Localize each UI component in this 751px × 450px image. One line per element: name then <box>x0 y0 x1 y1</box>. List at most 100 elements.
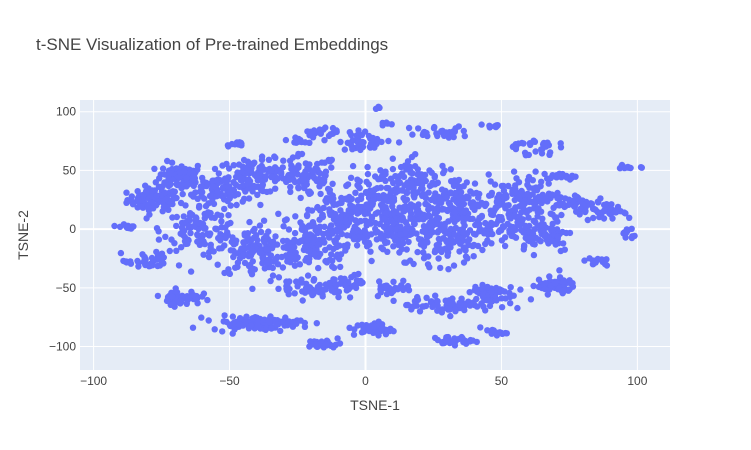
data-point <box>244 234 251 241</box>
data-point <box>234 191 242 198</box>
data-point <box>195 204 203 211</box>
data-point <box>245 195 253 202</box>
data-point <box>199 293 206 300</box>
data-point <box>558 211 565 219</box>
data-point <box>525 151 532 159</box>
data-point <box>400 277 407 284</box>
data-point <box>541 285 549 293</box>
data-point <box>321 286 328 293</box>
data-point <box>552 241 559 248</box>
data-point <box>180 213 187 220</box>
data-point <box>216 245 223 252</box>
data-point <box>498 329 505 337</box>
data-point <box>262 173 269 180</box>
data-point <box>209 177 216 184</box>
data-point <box>275 210 282 217</box>
data-point <box>283 237 291 245</box>
data-point <box>190 291 197 299</box>
data-point <box>549 226 557 233</box>
data-point <box>148 193 156 200</box>
data-point <box>277 169 285 176</box>
y-axis-label: TSNE-2 <box>15 210 31 260</box>
y-tick-label: 0 <box>69 222 76 236</box>
data-point <box>173 247 180 254</box>
data-point <box>205 200 212 207</box>
data-point <box>201 240 209 248</box>
data-point <box>498 295 505 302</box>
data-point <box>590 214 597 222</box>
data-point <box>383 290 391 298</box>
data-point <box>316 126 323 133</box>
data-point <box>623 226 630 233</box>
data-point <box>314 229 321 237</box>
data-point <box>236 315 244 322</box>
data-point <box>397 163 405 171</box>
data-point <box>405 124 413 132</box>
data-point <box>224 142 232 149</box>
data-point <box>404 301 412 309</box>
data-point <box>349 203 356 210</box>
data-point <box>240 156 248 164</box>
data-point <box>326 244 333 251</box>
data-point <box>286 278 293 285</box>
data-point <box>420 128 428 136</box>
data-point <box>309 219 317 226</box>
data-points <box>111 103 645 351</box>
data-point <box>390 297 397 304</box>
data-point <box>214 261 221 268</box>
data-point <box>414 296 422 304</box>
data-point <box>270 258 277 265</box>
data-point <box>471 180 479 187</box>
data-point <box>527 296 535 303</box>
data-point <box>446 306 453 313</box>
data-point <box>321 176 328 183</box>
data-point <box>368 231 375 238</box>
data-point <box>111 222 118 230</box>
data-point <box>445 266 452 273</box>
data-point <box>309 134 317 141</box>
data-point <box>303 211 311 219</box>
data-point <box>272 185 279 192</box>
data-point <box>452 306 459 313</box>
data-point <box>565 196 573 203</box>
data-point <box>349 282 357 290</box>
data-point <box>351 234 358 241</box>
data-point <box>306 188 313 195</box>
data-point <box>230 253 237 261</box>
data-point <box>335 293 342 301</box>
data-point <box>153 192 160 199</box>
data-point <box>337 275 344 282</box>
data-point <box>450 182 458 190</box>
x-tick-labels: −100 −50 0 50 100 <box>80 374 648 388</box>
data-point <box>458 295 465 302</box>
data-point <box>272 318 279 326</box>
data-point <box>175 262 183 269</box>
data-point <box>363 243 371 250</box>
data-point <box>469 242 476 250</box>
data-point <box>555 285 563 293</box>
data-point <box>376 278 383 285</box>
data-point <box>214 188 221 196</box>
data-point <box>329 180 336 187</box>
chart-title: t-SNE Visualization of Pre-trained Embed… <box>36 35 388 54</box>
data-point <box>221 205 228 213</box>
data-point <box>461 132 468 140</box>
data-point <box>329 343 337 350</box>
data-point <box>162 233 169 240</box>
data-point <box>299 297 306 304</box>
data-point <box>565 201 572 208</box>
data-point <box>475 194 482 201</box>
data-point <box>340 242 348 250</box>
data-point <box>435 255 442 262</box>
data-point <box>512 144 520 151</box>
data-point <box>306 166 313 173</box>
data-point <box>544 291 551 298</box>
data-point <box>355 183 362 190</box>
data-point <box>366 218 373 226</box>
data-point <box>298 226 305 233</box>
data-point <box>249 315 256 322</box>
data-point <box>411 220 418 228</box>
data-point <box>397 216 404 223</box>
data-point <box>238 168 246 176</box>
data-point <box>382 168 389 175</box>
